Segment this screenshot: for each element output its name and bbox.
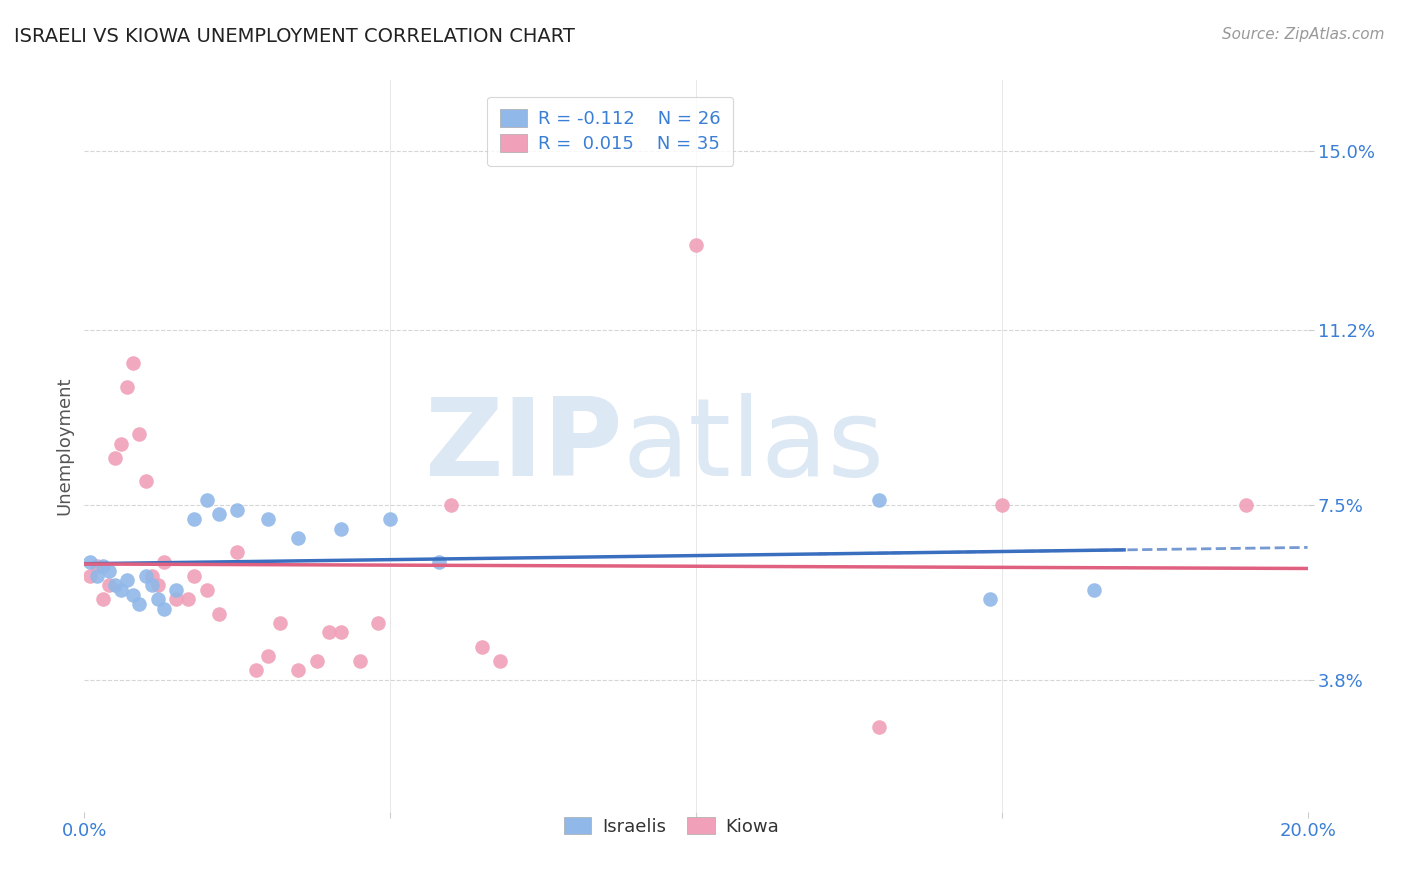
Point: [115, 380, 138, 394]
Point: [141, 568, 163, 582]
Point: [318, 625, 340, 640]
Point: [135, 568, 157, 582]
Point: [79, 568, 101, 582]
Point: [195, 582, 218, 597]
Point: [141, 578, 163, 592]
Point: [1083, 582, 1105, 597]
Point: [97, 578, 120, 592]
Point: [349, 654, 371, 668]
Point: [979, 592, 1001, 607]
Point: [869, 720, 891, 734]
Point: [305, 654, 328, 668]
Point: [128, 597, 150, 611]
Point: [183, 512, 205, 526]
Point: [427, 555, 450, 569]
Point: [287, 531, 309, 545]
Point: [104, 578, 127, 592]
Point: [86, 568, 108, 582]
Point: [86, 559, 108, 574]
Point: [177, 592, 200, 607]
Point: [183, 568, 205, 582]
Point: [122, 588, 145, 602]
Point: [489, 654, 512, 668]
Point: [135, 475, 157, 489]
Legend: Israelis, Kiowa: Israelis, Kiowa: [557, 810, 786, 843]
Point: [91, 559, 114, 574]
Point: [471, 640, 494, 654]
Point: [226, 502, 249, 516]
Point: [110, 582, 132, 597]
Point: [79, 555, 101, 569]
Text: ZIP: ZIP: [425, 393, 623, 499]
Point: [195, 493, 218, 508]
Point: [257, 648, 280, 663]
Point: [380, 512, 402, 526]
Point: [128, 427, 150, 442]
Point: [208, 508, 231, 522]
Point: [367, 615, 389, 630]
Text: Source: ZipAtlas.com: Source: ZipAtlas.com: [1222, 27, 1385, 42]
Point: [869, 493, 891, 508]
Point: [1236, 498, 1258, 512]
Point: [146, 592, 169, 607]
Point: [97, 564, 120, 578]
Point: [146, 578, 169, 592]
Point: [153, 555, 176, 569]
Point: [257, 512, 280, 526]
Point: [330, 522, 353, 536]
Point: [991, 498, 1014, 512]
Point: [153, 602, 176, 616]
Point: [287, 663, 309, 677]
Point: [165, 582, 187, 597]
Point: [122, 356, 145, 370]
Text: atlas: atlas: [623, 393, 884, 499]
Point: [685, 238, 707, 252]
Point: [440, 498, 463, 512]
Y-axis label: Unemployment: Unemployment: [55, 376, 73, 516]
Point: [165, 592, 187, 607]
Point: [110, 436, 132, 450]
Point: [245, 663, 267, 677]
Point: [91, 592, 114, 607]
Point: [115, 574, 138, 588]
Point: [226, 545, 249, 559]
Point: [104, 450, 127, 465]
Text: ISRAELI VS KIOWA UNEMPLOYMENT CORRELATION CHART: ISRAELI VS KIOWA UNEMPLOYMENT CORRELATIO…: [14, 27, 575, 45]
Point: [208, 607, 231, 621]
Point: [330, 625, 353, 640]
Point: [269, 615, 291, 630]
